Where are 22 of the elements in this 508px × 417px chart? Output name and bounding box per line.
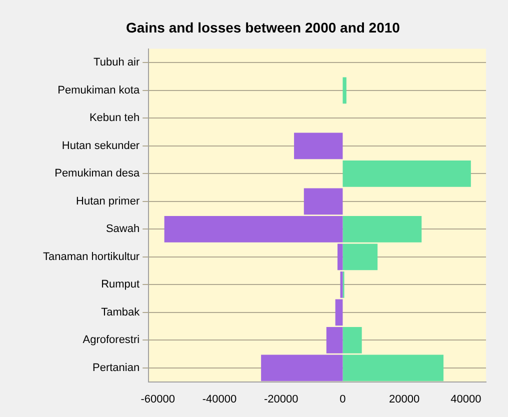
y-tick-label: Agroforestri: [82, 334, 140, 346]
bar: [342, 160, 471, 187]
y-tick-label: Tambak: [101, 306, 140, 318]
x-tick-label: -20000: [264, 393, 298, 406]
y-tick-label: Hutan primer: [76, 195, 140, 208]
x-tick-label: 40000: [450, 393, 482, 406]
y-tick-label: Kebun teh: [89, 112, 140, 124]
chart-title: Gains and losses between 2000 and 2010: [126, 19, 400, 36]
y-tick-label: Sawah: [106, 223, 140, 236]
x-tick-label: -40000: [202, 393, 237, 406]
y-tick-label: Tubuh air: [94, 56, 140, 69]
y-tick-label: Pemukiman desa: [54, 168, 140, 180]
x-tick-label: 20000: [389, 393, 420, 406]
x-tick-label: -60000: [140, 393, 175, 406]
y-tick-label: Pertanian: [92, 362, 140, 374]
x-tick-label: 0: [340, 393, 346, 406]
y-tick-label: Hutan sekunder: [62, 140, 140, 152]
bar: [294, 132, 343, 160]
y-tick-label: Pemukiman kota: [58, 84, 140, 96]
bar: [342, 77, 346, 104]
y-tick-label: Rumput: [101, 278, 140, 291]
y-tick-label: Tanaman hortikultur: [42, 250, 140, 263]
